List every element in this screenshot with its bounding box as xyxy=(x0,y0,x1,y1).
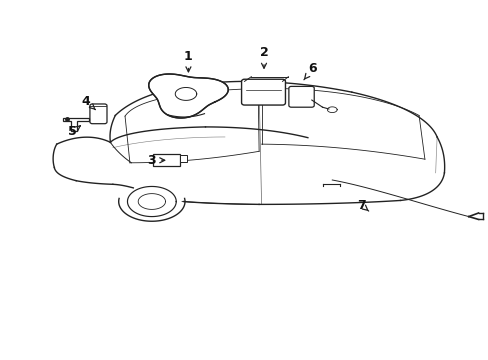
Text: 5: 5 xyxy=(68,125,80,138)
Bar xyxy=(153,154,179,166)
Text: 1: 1 xyxy=(183,50,192,72)
FancyBboxPatch shape xyxy=(241,79,285,105)
Text: 4: 4 xyxy=(81,95,95,110)
Polygon shape xyxy=(148,74,228,118)
Bar xyxy=(179,155,186,162)
Text: 2: 2 xyxy=(259,46,268,68)
Text: 3: 3 xyxy=(147,154,164,167)
Polygon shape xyxy=(62,118,89,131)
Text: 6: 6 xyxy=(304,62,316,80)
FancyBboxPatch shape xyxy=(288,86,314,107)
FancyBboxPatch shape xyxy=(90,104,107,124)
Text: 7: 7 xyxy=(356,199,368,212)
